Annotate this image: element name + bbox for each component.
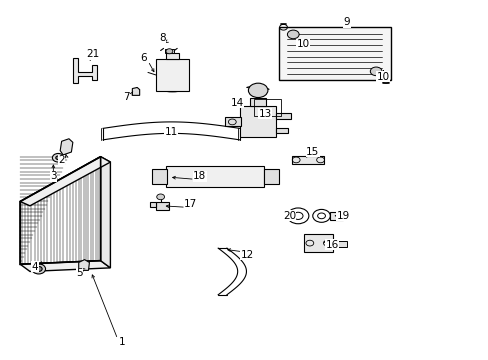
Bar xyxy=(264,168,278,184)
Circle shape xyxy=(287,30,299,39)
Text: 16: 16 xyxy=(325,239,338,249)
Bar xyxy=(332,240,346,247)
Text: 2: 2 xyxy=(58,155,65,165)
Text: 20: 20 xyxy=(282,211,295,221)
Polygon shape xyxy=(79,260,89,270)
Circle shape xyxy=(32,264,45,274)
Text: 6: 6 xyxy=(140,53,146,63)
Bar xyxy=(254,99,281,116)
Circle shape xyxy=(157,194,164,200)
Text: 9: 9 xyxy=(343,17,349,27)
Text: 8: 8 xyxy=(159,33,165,43)
Text: 10: 10 xyxy=(296,40,309,49)
Bar xyxy=(278,27,390,80)
Bar xyxy=(165,53,179,59)
Text: 19: 19 xyxy=(336,211,349,221)
Circle shape xyxy=(369,67,381,76)
Text: 4: 4 xyxy=(31,262,38,272)
Text: 13: 13 xyxy=(258,109,271,119)
Bar xyxy=(276,128,288,134)
Bar xyxy=(224,117,240,126)
Text: 7: 7 xyxy=(123,92,129,102)
Bar xyxy=(156,202,169,211)
Text: 15: 15 xyxy=(305,147,319,157)
Bar xyxy=(304,234,332,252)
Bar xyxy=(150,202,156,207)
Circle shape xyxy=(35,266,42,271)
Circle shape xyxy=(56,156,61,159)
Bar xyxy=(292,156,324,164)
Bar xyxy=(330,212,342,220)
Text: 10: 10 xyxy=(376,72,389,82)
Text: 17: 17 xyxy=(184,199,197,210)
Bar xyxy=(276,113,290,119)
Text: 11: 11 xyxy=(164,127,178,136)
Text: 3: 3 xyxy=(50,171,57,181)
Text: 12: 12 xyxy=(240,249,254,260)
Text: 14: 14 xyxy=(230,98,244,108)
Text: 1: 1 xyxy=(119,337,125,347)
Bar xyxy=(164,49,174,53)
Bar xyxy=(152,168,167,184)
Circle shape xyxy=(248,83,267,98)
Bar xyxy=(166,166,264,187)
Circle shape xyxy=(165,49,172,54)
Polygon shape xyxy=(101,157,110,268)
Text: 21: 21 xyxy=(86,49,100,59)
Circle shape xyxy=(52,153,64,162)
Polygon shape xyxy=(73,58,97,83)
Text: 18: 18 xyxy=(193,171,206,181)
Polygon shape xyxy=(20,261,110,271)
Bar xyxy=(250,98,265,107)
Bar xyxy=(239,107,276,137)
Bar xyxy=(156,59,188,91)
Polygon shape xyxy=(20,157,110,206)
Polygon shape xyxy=(60,139,73,155)
Text: 5: 5 xyxy=(76,268,83,278)
Polygon shape xyxy=(132,87,140,95)
Polygon shape xyxy=(20,157,101,264)
